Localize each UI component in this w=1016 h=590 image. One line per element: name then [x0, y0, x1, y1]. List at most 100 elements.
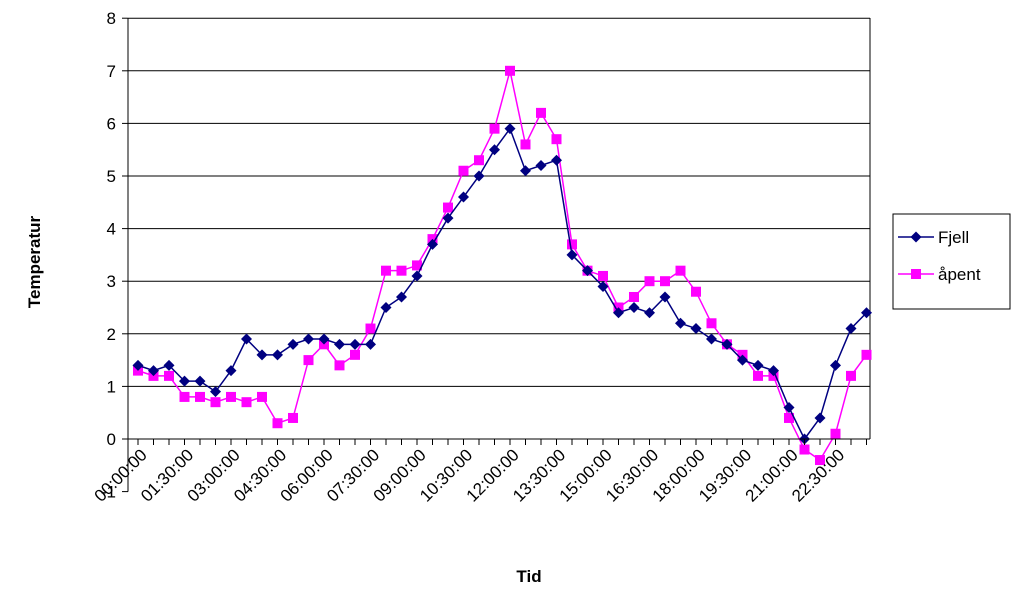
- data-point: [799, 444, 810, 455]
- data-point: [489, 144, 500, 156]
- legend-marker: [910, 231, 922, 243]
- data-point: [752, 359, 764, 371]
- data-point: [783, 401, 795, 413]
- y-tick-label: 1: [107, 377, 116, 396]
- data-point: [334, 360, 345, 371]
- legend-label: åpent: [938, 265, 981, 284]
- x-axis: 00:00:0001:30:0003:00:0004:30:0006:00:00…: [91, 438, 870, 506]
- data-point: [381, 265, 391, 276]
- data-point: [288, 412, 298, 423]
- data-point: [210, 386, 221, 398]
- data-point: [272, 349, 283, 361]
- data-point: [257, 391, 267, 402]
- data-point: [784, 412, 794, 423]
- data-point: [241, 397, 252, 408]
- data-point: [567, 239, 577, 250]
- data-point: [303, 333, 314, 345]
- gridlines: [128, 17, 870, 387]
- data-point: [489, 123, 500, 134]
- data-point: [861, 307, 872, 319]
- data-point: [179, 391, 190, 402]
- data-point: [473, 170, 485, 182]
- data-point: [737, 354, 748, 366]
- y-tick-label: 5: [107, 167, 116, 186]
- data-point: [132, 359, 144, 371]
- data-point: [303, 355, 314, 366]
- data-point: [318, 333, 330, 345]
- y-axis: -1 0 1 2 3 4 5 6 7 8: [101, 9, 129, 502]
- series-line: [137, 127, 868, 441]
- y-axis-title: Temperatur: [25, 215, 44, 308]
- data-point: [582, 265, 593, 277]
- data-point: [256, 349, 268, 361]
- data-point: [225, 365, 237, 377]
- data-point: [474, 155, 484, 166]
- data-point: [753, 370, 763, 381]
- data-point: [504, 123, 516, 135]
- y-tick-label: -1: [101, 483, 116, 502]
- data-point: [830, 359, 841, 371]
- data-point: [287, 338, 299, 350]
- data-point: [845, 323, 857, 335]
- data-point: [675, 265, 686, 276]
- series-layer: [132, 65, 872, 466]
- data-point: [644, 307, 655, 319]
- data-point: [659, 291, 671, 303]
- data-point: [520, 165, 531, 177]
- y-tick-label: 2: [107, 325, 116, 344]
- data-point: [334, 338, 345, 350]
- data-point: [551, 134, 562, 145]
- data-point: [691, 286, 701, 297]
- y-tick-label: 0: [107, 430, 116, 449]
- data-point: [380, 302, 392, 313]
- data-point: [628, 302, 640, 313]
- data-point: [520, 139, 531, 150]
- data-point: [613, 307, 624, 319]
- legend-marker: [911, 269, 921, 279]
- legend-box: [892, 213, 1011, 310]
- data-point: [411, 270, 423, 282]
- data-point: [179, 375, 190, 387]
- data-point: [629, 291, 639, 302]
- data-point: [365, 338, 376, 350]
- data-point: [412, 260, 422, 271]
- data-point: [272, 418, 283, 429]
- data-point: [194, 375, 206, 387]
- data-point: [241, 333, 252, 345]
- data-point: [536, 107, 546, 118]
- data-point: [535, 159, 547, 171]
- y-tick-label: 4: [107, 220, 116, 239]
- data-point: [442, 212, 454, 224]
- data-point: [350, 349, 360, 360]
- data-point: [721, 338, 733, 350]
- data-point: [349, 338, 361, 350]
- data-point: [427, 238, 438, 250]
- data-point: [551, 154, 562, 166]
- y-tick-label: 3: [107, 272, 116, 291]
- data-point: [660, 276, 670, 287]
- legend-entry: åpent: [898, 265, 981, 284]
- data-point: [505, 65, 515, 76]
- data-point: [443, 202, 453, 213]
- data-point: [458, 191, 469, 203]
- series-fjell: [132, 123, 872, 445]
- data-point: [861, 349, 872, 360]
- data-point: [148, 365, 159, 377]
- data-point: [598, 270, 608, 281]
- data-point: [396, 265, 407, 276]
- data-point: [675, 317, 686, 329]
- x-axis-title: Tid: [516, 567, 541, 586]
- data-point: [830, 428, 841, 439]
- series-apent: [133, 65, 872, 466]
- data-point: [815, 455, 825, 466]
- legend-label: Fjell: [938, 228, 969, 247]
- data-point: [644, 276, 655, 287]
- data-point: [846, 370, 856, 381]
- data-point: [195, 391, 205, 402]
- data-point: [365, 323, 376, 334]
- data-point: [706, 333, 717, 345]
- data-point: [163, 359, 175, 371]
- data-point: [458, 165, 469, 176]
- data-point: [814, 412, 826, 424]
